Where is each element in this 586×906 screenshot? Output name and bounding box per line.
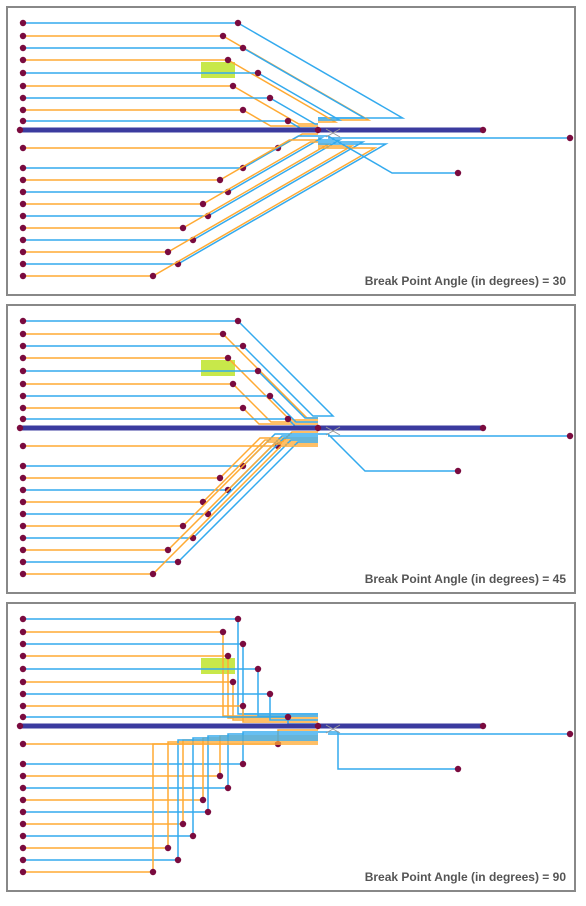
caption: Break Point Angle (in degrees) = 45: [365, 572, 566, 586]
caption-prefix: Break Point Angle (in degrees) =: [365, 572, 553, 586]
diagram-svg: [8, 8, 578, 298]
diagram-svg: [8, 604, 578, 894]
caption: Break Point Angle (in degrees) = 30: [365, 274, 566, 288]
diagram-svg: [8, 306, 578, 596]
caption-prefix: Break Point Angle (in degrees) =: [365, 870, 553, 884]
caption-value: 45: [553, 572, 566, 586]
caption-value: 30: [553, 274, 566, 288]
diagram-panel-90: Break Point Angle (in degrees) = 90: [6, 602, 576, 892]
diagram-panel-30: Break Point Angle (in degrees) = 30: [6, 6, 576, 296]
caption: Break Point Angle (in degrees) = 90: [365, 870, 566, 884]
diagram-panel-45: Break Point Angle (in degrees) = 45: [6, 304, 576, 594]
caption-value: 90: [553, 870, 566, 884]
caption-prefix: Break Point Angle (in degrees) =: [365, 274, 553, 288]
